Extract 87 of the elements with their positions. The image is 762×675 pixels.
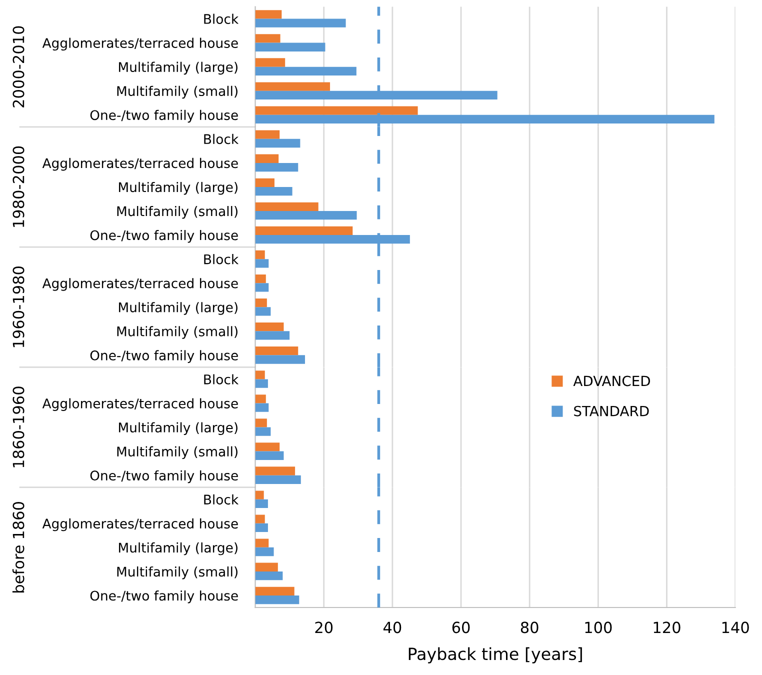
y-axis-title: 1980-2000 xyxy=(12,146,24,227)
bar xyxy=(255,34,280,43)
bar xyxy=(255,451,284,460)
bar xyxy=(255,18,346,28)
bar xyxy=(255,514,265,524)
bar xyxy=(255,547,274,556)
bar xyxy=(255,283,269,292)
bar xyxy=(255,355,305,364)
y-tick-label: Multifamily (small) xyxy=(117,86,238,99)
y-axis-title: 1860-1960 xyxy=(12,386,24,468)
bar xyxy=(255,226,353,236)
y-tick-label: Multifamily (large) xyxy=(118,62,238,75)
bar xyxy=(255,595,300,604)
bar xyxy=(255,586,294,596)
bar xyxy=(255,66,356,76)
bar xyxy=(255,499,268,508)
y-tick-label: Block xyxy=(204,374,239,384)
bar xyxy=(255,250,265,260)
y-tick-label: Multifamily (small) xyxy=(117,206,238,219)
y-tick-label: Multifamily (small) xyxy=(117,326,238,339)
y-tick-label: Block xyxy=(204,254,239,264)
bar xyxy=(255,403,269,412)
x-tick-label: 140 xyxy=(722,622,749,634)
bar xyxy=(255,562,278,572)
y-tick-label: One-/two family house xyxy=(90,470,238,484)
y-axis-title: 1960-1980 xyxy=(12,266,24,348)
bar xyxy=(255,58,286,67)
y-axis-title: 2000-2010 xyxy=(12,26,24,108)
y-tick-label: Agglomerates/terraced house xyxy=(42,518,238,532)
bar xyxy=(255,186,292,196)
legend-label: ADVANCED xyxy=(573,376,650,386)
y-tick-label: Block xyxy=(204,494,239,505)
y-tick-label: Agglomerates/terraced house xyxy=(42,38,238,51)
x-axis-title: Payback time [years] xyxy=(408,647,582,664)
x-tick-label: 20 xyxy=(315,622,333,634)
bar xyxy=(255,523,268,532)
bar xyxy=(255,427,271,436)
bar xyxy=(255,211,357,220)
bar xyxy=(255,331,290,340)
bar xyxy=(255,475,301,484)
bar xyxy=(255,418,267,428)
bar xyxy=(255,202,318,212)
bar xyxy=(255,490,264,500)
y-tick-label: Multifamily (large) xyxy=(118,542,238,556)
bar xyxy=(255,130,280,139)
bar xyxy=(255,154,279,163)
bar xyxy=(255,162,298,172)
y-tick-label: Block xyxy=(204,14,239,24)
bar xyxy=(255,274,266,284)
bar xyxy=(255,298,267,308)
x-tick-label: 120 xyxy=(654,622,680,634)
y-tick-label: Multifamily (large) xyxy=(118,182,238,195)
bar xyxy=(255,466,296,476)
y-tick-label: One-/two family house xyxy=(90,230,238,243)
bar xyxy=(255,322,284,332)
bar xyxy=(255,106,418,115)
x-tick-label: 60 xyxy=(452,622,470,634)
bar xyxy=(255,379,268,388)
bar xyxy=(255,394,266,404)
y-tick-label: One-/two family house xyxy=(90,590,238,604)
y-tick-label: Multifamily (small) xyxy=(117,566,238,580)
y-tick-label: One-/two family house xyxy=(90,350,238,363)
y-tick-label: Multifamily (small) xyxy=(117,446,238,460)
bar xyxy=(255,571,283,580)
bar xyxy=(255,346,298,356)
x-tick-label: 40 xyxy=(383,622,402,634)
y-tick-label: Multifamily (large) xyxy=(118,422,238,436)
x-tick-label: 100 xyxy=(585,622,612,634)
bar xyxy=(255,442,280,452)
x-tick-label: 80 xyxy=(520,622,538,634)
y-tick-label: One-/two family house xyxy=(90,110,238,123)
bar xyxy=(255,138,300,148)
y-tick-label: Block xyxy=(204,134,239,144)
y-tick-label: Agglomerates/terraced house xyxy=(42,158,238,171)
y-tick-label: Agglomerates/terraced house xyxy=(42,278,238,291)
bar xyxy=(255,178,274,187)
bar xyxy=(255,259,269,268)
legend-label: STANDARD xyxy=(574,406,649,416)
bar xyxy=(255,538,269,548)
bar xyxy=(255,42,326,52)
bar xyxy=(255,10,282,19)
bar xyxy=(255,370,265,380)
y-tick-label: Multifamily (large) xyxy=(118,302,238,315)
y-tick-label: Agglomerates/terraced house xyxy=(42,398,238,411)
bar xyxy=(255,82,330,91)
y-axis-title: before 1860 xyxy=(12,502,24,592)
bar xyxy=(255,307,271,316)
